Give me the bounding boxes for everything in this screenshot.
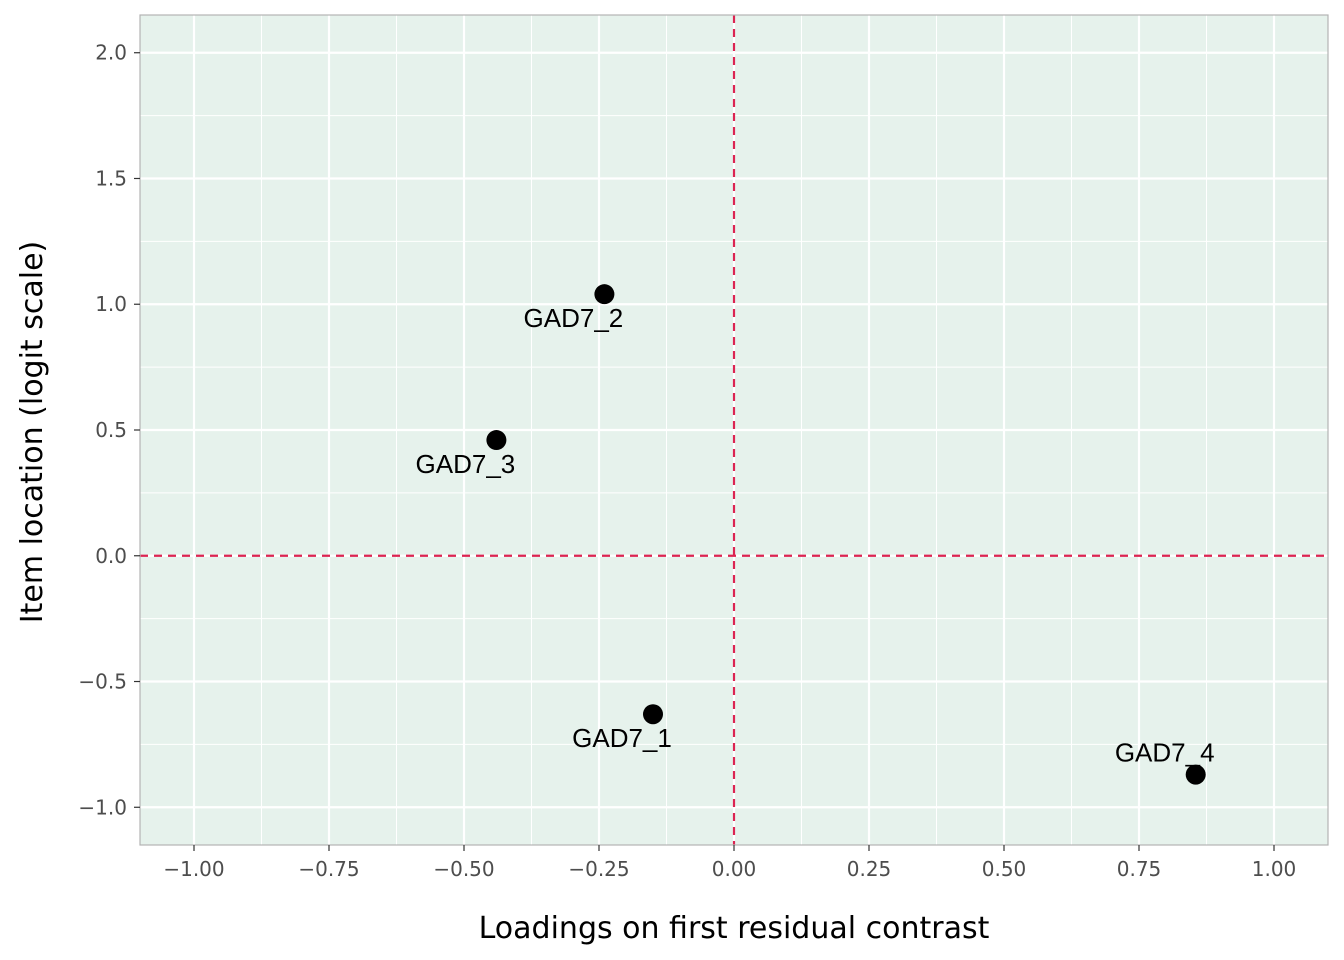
point-label: GAD7_3 <box>416 449 516 479</box>
y-tick-label: 1.5 <box>95 166 127 190</box>
point-label: GAD7_2 <box>524 303 624 333</box>
x-tick-label: −1.00 <box>163 857 224 881</box>
y-tick-label: 1.0 <box>95 292 127 316</box>
data-point <box>643 704 663 725</box>
y-axis-title: Item location (logit scale) <box>15 241 50 623</box>
y-tick-label: −0.5 <box>78 670 127 694</box>
x-tick-label: −0.50 <box>433 857 494 881</box>
x-tick-label: 0.75 <box>1117 857 1162 881</box>
point-label: GAD7_4 <box>1115 738 1215 768</box>
data-point <box>594 284 615 305</box>
x-axis-title: Loadings on first residual contrast <box>479 911 990 946</box>
data-point <box>1185 764 1206 785</box>
x-tick-label: 0.50 <box>982 857 1027 881</box>
y-tick-label: −1.0 <box>78 795 127 819</box>
x-tick-label: 0.25 <box>847 857 892 881</box>
data-points <box>486 284 1206 785</box>
point-label: GAD7_1 <box>572 723 672 753</box>
y-tick-label: 0.0 <box>95 544 127 568</box>
x-tick-label: −0.75 <box>298 857 359 881</box>
y-tick-label: 0.5 <box>95 418 127 442</box>
point-labels: GAD7_1 GAD7_2 GAD7_3 GAD7_4 <box>416 303 1215 767</box>
y-axis-ticks: −1.0 −0.5 0.0 0.5 1.0 1.5 2.0 <box>78 41 140 819</box>
x-axis-ticks: −1.00 −0.75 −0.50 −0.25 0.00 0.25 0.50 0.75 1.00 <box>163 845 1296 881</box>
x-tick-label: 0.00 <box>712 857 757 881</box>
x-tick-label: 1.00 <box>1252 857 1297 881</box>
x-tick-label: −0.25 <box>568 857 629 881</box>
data-point <box>486 430 507 451</box>
y-tick-label: 2.0 <box>95 41 127 65</box>
